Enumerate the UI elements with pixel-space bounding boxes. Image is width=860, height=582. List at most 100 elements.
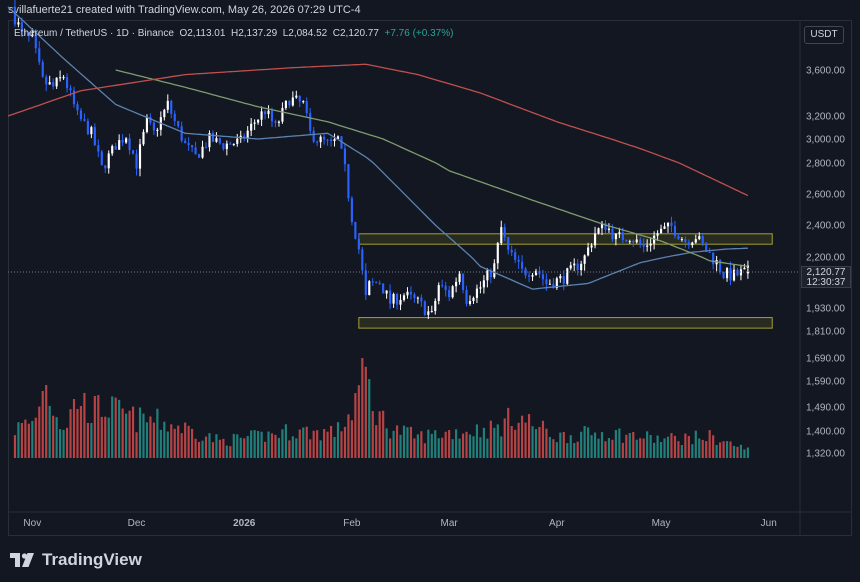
candles-layer [13, 0, 749, 319]
candle-body [104, 165, 107, 169]
candle-body [187, 143, 190, 146]
candle-body [555, 278, 558, 289]
volume-bar [250, 430, 253, 458]
y-tick-label: 2,800.00 [806, 159, 845, 170]
volume-bar [722, 441, 725, 458]
volume-bar [587, 427, 590, 458]
candle-body [17, 22, 20, 25]
volume-bar [260, 431, 263, 458]
volume-bar [218, 439, 221, 458]
volume-bar [76, 408, 79, 458]
candle-body [680, 239, 683, 241]
candle-body [253, 122, 256, 124]
volume-bar [468, 434, 472, 458]
change-value: +7.76 (+0.37%) [384, 28, 454, 39]
candle-body [65, 77, 69, 89]
candle-body [625, 239, 628, 242]
candle-body [461, 273, 465, 291]
volume-bar [309, 439, 312, 458]
volume-bar [580, 431, 583, 458]
volume-bar [510, 425, 513, 458]
volume-bar [333, 436, 336, 458]
candle-body [573, 263, 576, 266]
volume-bar [427, 429, 430, 458]
candle-body [288, 100, 291, 106]
attribution-text: svillafuerte21 created with TradingView.… [8, 4, 361, 16]
volume-bar [243, 438, 246, 458]
volume-bar [604, 441, 607, 458]
volume-bar [739, 444, 743, 458]
candle-body [538, 270, 541, 275]
candle-body [646, 245, 649, 247]
y-tick-label: 3,200.00 [806, 112, 845, 123]
candle-body [576, 263, 579, 271]
candle-body [201, 146, 204, 158]
candle-body [670, 222, 673, 226]
price-chart[interactable]: 3,600.00 3,200.00 3,000.00 2,800.00 2,600.00… [0, 0, 860, 536]
volume-bar [215, 434, 218, 458]
candle-body [69, 88, 72, 91]
tradingview-logo[interactable]: TradingView [10, 550, 142, 570]
bar-countdown: 12:30:37 [806, 277, 846, 288]
volume-bar [389, 438, 392, 458]
volume-bar [142, 413, 145, 458]
volume-bar [194, 438, 197, 458]
volume-bar [62, 429, 65, 458]
volume-bar [659, 441, 663, 458]
candle-body [517, 259, 520, 262]
volume-bar [229, 446, 232, 458]
volume-bar [69, 409, 72, 458]
candle-body [291, 97, 294, 106]
candle-body [208, 133, 211, 148]
candle-body [496, 243, 499, 264]
candle-body [41, 62, 44, 77]
volume-bar [670, 433, 673, 458]
y-tick-label: 2,600.00 [806, 190, 845, 201]
candle-body [323, 136, 326, 140]
candle-body [705, 243, 708, 252]
candle-body [632, 241, 635, 243]
candle-body [236, 138, 239, 144]
volume-bar [128, 410, 131, 458]
candle-body [531, 275, 534, 277]
range-zone-0 [358, 233, 773, 245]
x-tick-label: Nov [23, 518, 41, 529]
volume-bar [642, 438, 645, 458]
symbol-legend[interactable]: Ethereum / TetherUS · 1D · Binance O2,11… [14, 28, 453, 39]
candle-body [152, 122, 155, 131]
volume-bar [746, 447, 749, 458]
candle-body [357, 238, 360, 250]
volume-bar [34, 417, 37, 458]
volume-bar [489, 420, 492, 458]
currency-button[interactable]: USDT [804, 26, 844, 44]
last-candle-body [746, 271, 749, 274]
volume-bar [600, 432, 604, 458]
volume-bar [52, 415, 55, 458]
candle-body [211, 133, 215, 142]
candle-body [559, 276, 562, 279]
candle-body [541, 274, 545, 280]
candle-body [305, 101, 308, 114]
chart-frame[interactable] [8, 20, 852, 536]
candle-body [580, 263, 583, 271]
candle-body [319, 136, 322, 143]
candle-body [708, 251, 711, 253]
candle-body [482, 280, 485, 288]
volume-bar [521, 415, 524, 458]
volume-bar [656, 435, 659, 458]
candle-body [31, 34, 34, 37]
moving-average-line-1 [115, 69, 748, 268]
volume-bar [364, 366, 367, 458]
volume-bar [712, 435, 715, 458]
volume-bar [208, 433, 211, 458]
candle-body [503, 227, 506, 238]
volume-bar [385, 428, 388, 458]
volume-bar [493, 427, 496, 458]
candle-body [607, 228, 611, 230]
volume-bar [83, 392, 86, 458]
volume-bar [392, 430, 395, 458]
candle-body [423, 301, 426, 315]
volume-bar [97, 395, 100, 458]
tradingview-logo-icon [10, 553, 34, 567]
x-tick-label: Apr [549, 518, 565, 529]
